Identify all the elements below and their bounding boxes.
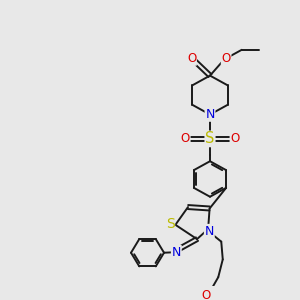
Text: N: N [205,108,215,121]
Text: O: O [221,52,231,65]
Text: N: N [172,246,181,259]
Text: O: O [230,132,239,146]
Text: S: S [205,131,215,146]
Text: O: O [181,132,190,146]
Text: O: O [187,52,196,65]
Text: O: O [201,289,210,300]
Text: S: S [166,217,174,231]
Text: N: N [205,225,214,238]
